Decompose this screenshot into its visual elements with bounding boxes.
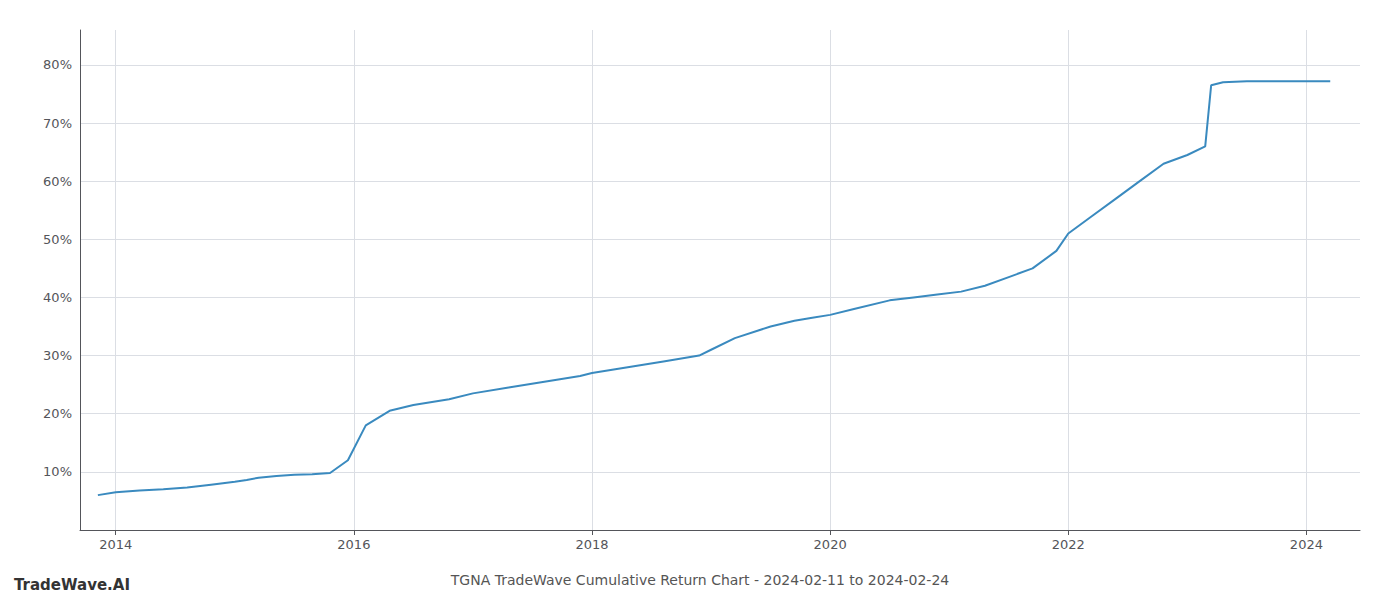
svg-text:TGNA TradeWave Cumulative Retu: TGNA TradeWave Cumulative Return Chart -…: [450, 572, 950, 588]
svg-text:80%: 80%: [43, 57, 72, 72]
svg-text:TradeWave.AI: TradeWave.AI: [14, 576, 130, 594]
svg-text:2018: 2018: [575, 537, 608, 552]
svg-text:2024: 2024: [1290, 537, 1323, 552]
svg-text:60%: 60%: [43, 174, 72, 189]
svg-text:10%: 10%: [43, 464, 72, 479]
svg-text:30%: 30%: [43, 348, 72, 363]
svg-text:2014: 2014: [99, 537, 132, 552]
svg-text:20%: 20%: [43, 406, 72, 421]
svg-text:50%: 50%: [43, 232, 72, 247]
svg-text:40%: 40%: [43, 290, 72, 305]
svg-text:70%: 70%: [43, 116, 72, 131]
svg-text:2016: 2016: [337, 537, 370, 552]
svg-text:2022: 2022: [1052, 537, 1085, 552]
svg-text:2020: 2020: [814, 537, 847, 552]
